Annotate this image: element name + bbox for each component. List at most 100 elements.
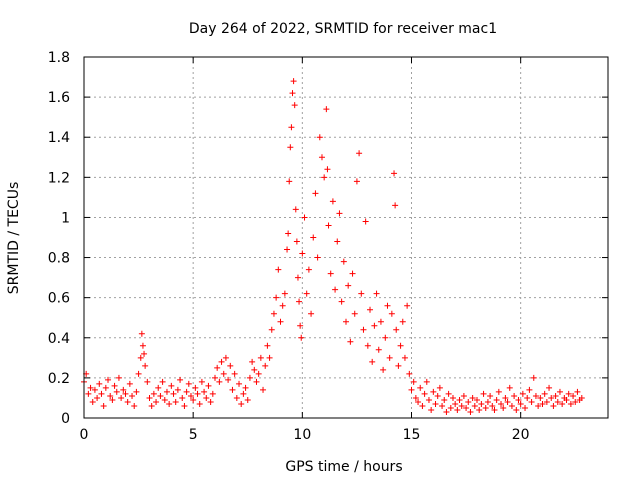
plot-frame: [83, 56, 609, 419]
data-point: [465, 398, 472, 405]
data-point: [343, 318, 349, 325]
data-point: [432, 400, 439, 407]
data-point: [161, 396, 168, 403]
data-point: [163, 388, 170, 395]
data-point: [406, 370, 413, 377]
data-point: [240, 390, 247, 397]
data-point: [299, 250, 306, 257]
data-point: [298, 334, 305, 341]
data-point: [399, 318, 406, 325]
y-tick-label: 0: [61, 411, 70, 427]
data-point: [500, 404, 507, 411]
data-point: [285, 230, 292, 237]
data-point: [567, 400, 574, 407]
data-point: [246, 374, 253, 381]
data-point: [109, 396, 116, 403]
data-point: [434, 392, 441, 399]
data-point: [476, 406, 483, 413]
data-point: [308, 310, 315, 317]
data-point: [249, 358, 256, 365]
data-point: [410, 378, 417, 385]
data-point: [100, 402, 107, 409]
data-point: [439, 402, 446, 409]
data-point: [392, 202, 399, 209]
tick-labels: 0 5 10 15 20 0 0.2 0.4 0.6 0.8 1 1.2 1.4 1.6 1.8: [48, 50, 530, 443]
data-point: [430, 388, 437, 395]
grid: [84, 57, 608, 418]
data-point: [572, 398, 579, 405]
data-point: [242, 384, 249, 391]
data-point: [469, 394, 476, 401]
data-point: [336, 210, 343, 217]
data-point: [294, 274, 301, 281]
data-point: [458, 402, 465, 409]
data-point: [382, 334, 389, 341]
data-point: [480, 390, 487, 397]
data-point: [209, 390, 216, 397]
data-point: [113, 388, 120, 395]
data-point: [293, 238, 300, 245]
data-point: [474, 396, 480, 403]
data-point: [260, 386, 267, 393]
data-point: [463, 404, 470, 411]
data-point: [502, 394, 509, 401]
data-point: [460, 392, 467, 399]
data-point: [96, 380, 103, 387]
data-point: [218, 358, 225, 365]
data-point: [229, 386, 236, 393]
data-point: [388, 310, 395, 317]
data-point: [251, 366, 258, 373]
data-point: [296, 298, 303, 305]
data-point: [515, 396, 522, 403]
data-point: [266, 354, 273, 361]
data-point: [268, 326, 275, 333]
y-tick-label: 0.6: [48, 291, 70, 307]
x-axis-label: GPS time / hours: [285, 459, 402, 475]
data-point: [362, 218, 369, 225]
data-point: [517, 400, 524, 407]
data-point: [233, 394, 240, 401]
data-point: [318, 154, 325, 161]
data-point: [255, 370, 262, 377]
y-tick-label: 0.8: [48, 251, 70, 267]
data-point: [487, 392, 494, 399]
data-point: [107, 392, 114, 399]
data-point: [146, 394, 153, 401]
data-point: [349, 270, 356, 277]
data-point: [528, 398, 535, 405]
data-point: [312, 190, 319, 197]
data-point: [478, 400, 485, 407]
x-tick-label: 0: [80, 427, 89, 443]
data-point: [428, 406, 435, 413]
data-point: [120, 386, 127, 393]
data-point: [87, 384, 94, 391]
data-point: [526, 386, 533, 393]
data-point: [452, 400, 459, 407]
data-point: [305, 266, 312, 273]
data-point: [222, 354, 229, 361]
data-point: [329, 198, 336, 205]
data-point: [139, 342, 146, 349]
data-point: [356, 150, 363, 157]
data-point: [98, 390, 105, 397]
data-point: [135, 370, 142, 377]
data-point: [138, 330, 145, 337]
data-point: [301, 214, 308, 221]
data-point: [181, 402, 188, 409]
data-point: [471, 402, 478, 409]
data-point: [85, 390, 92, 397]
data-point: [238, 400, 245, 407]
data-point: [489, 402, 496, 409]
data-point: [491, 406, 498, 413]
data-point: [519, 390, 526, 397]
data-point: [508, 402, 515, 409]
data-point: [563, 396, 570, 403]
data-point: [345, 282, 352, 289]
x-tick-label: 15: [403, 427, 421, 443]
data-point: [273, 294, 280, 301]
data-point: [506, 384, 513, 391]
y-tick-label: 1.2: [48, 170, 70, 186]
data-point: [425, 396, 432, 403]
data-point: [546, 384, 553, 391]
data-point: [297, 322, 304, 329]
